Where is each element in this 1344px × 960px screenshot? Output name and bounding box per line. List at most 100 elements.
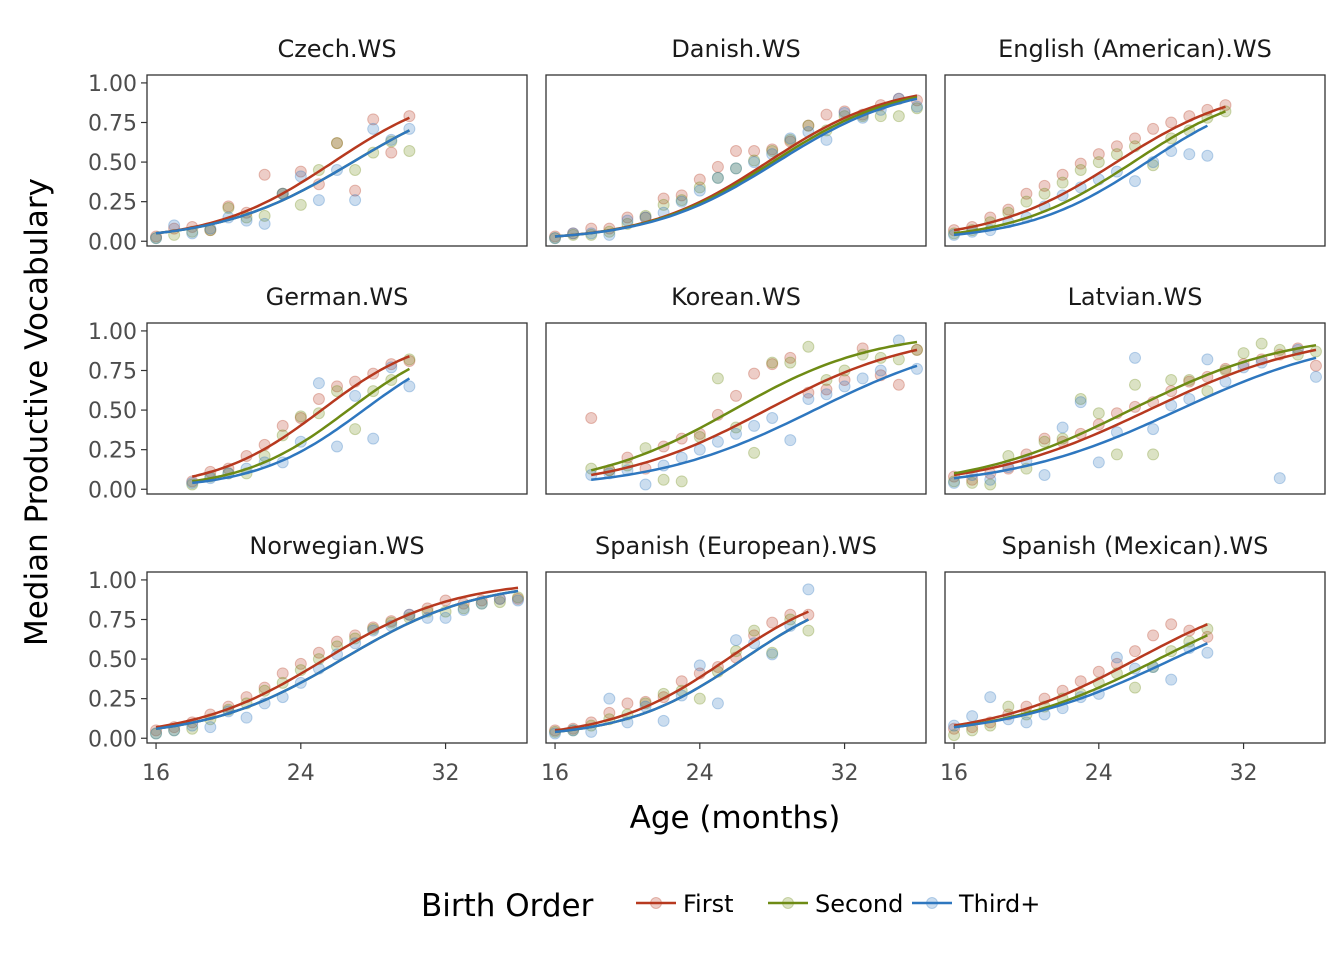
fit-line-first	[155, 116, 410, 235]
point-third	[1129, 351, 1141, 364]
fit-line-third	[155, 589, 519, 731]
fit-line-first	[590, 348, 918, 477]
legend-key-second: Second	[768, 890, 903, 918]
point-third	[312, 377, 325, 390]
panel-border	[545, 74, 927, 247]
point-second	[294, 198, 307, 211]
point-third	[1129, 175, 1141, 188]
point-first	[802, 608, 815, 621]
point-third	[730, 427, 742, 440]
point-third	[349, 389, 362, 402]
legend-keys: First Second Third+	[636, 890, 1040, 918]
fit-line-second	[953, 110, 1226, 235]
fit-line-third	[591, 364, 918, 482]
point-third	[403, 380, 416, 393]
point-first	[1165, 116, 1178, 129]
point-first	[511, 592, 524, 605]
point-first	[820, 383, 833, 396]
point-first	[1129, 645, 1141, 658]
x-tick-label: 16	[541, 761, 569, 786]
point-second	[403, 353, 416, 366]
legend-key-first: First	[636, 890, 734, 918]
legend-dot	[782, 897, 794, 909]
point-first	[820, 108, 833, 121]
point-third	[874, 364, 887, 377]
y-tick-label: 0.25	[88, 439, 137, 464]
point-second	[1110, 148, 1123, 161]
point-third	[621, 214, 634, 227]
point-third	[367, 432, 380, 445]
point-first	[1147, 122, 1160, 135]
point-third	[820, 388, 833, 401]
point-first	[331, 635, 343, 648]
fit-line-third	[192, 377, 411, 485]
point-second	[910, 102, 923, 115]
point-first	[331, 137, 343, 150]
point-second	[1002, 700, 1015, 713]
fit-line-first	[953, 105, 1226, 232]
point-second	[966, 476, 979, 489]
point-first	[276, 419, 289, 432]
point-first	[621, 211, 634, 224]
panel-title: Czech.WS	[277, 35, 396, 63]
point-first	[1092, 148, 1105, 161]
point-second	[766, 145, 779, 157]
panel-spanish-mexican-ws: Spanish (Mexican).WS 16 24 32	[940, 532, 1326, 786]
point-third	[784, 434, 797, 447]
point-second	[675, 475, 688, 488]
panel-danish-ws: Danish.WS	[545, 35, 927, 247]
point-third	[150, 232, 163, 245]
x-tick-label: 32	[1230, 761, 1258, 786]
point-third	[784, 132, 797, 145]
fit-line-first	[953, 623, 1208, 727]
panel-title: English (American).WS	[998, 35, 1272, 63]
point-third	[150, 727, 163, 740]
point-second	[349, 423, 362, 436]
point-third	[1147, 423, 1160, 436]
y-tick-label: 0.75	[88, 360, 137, 385]
panel-title: Norwegian.WS	[249, 532, 424, 560]
fit-line-third	[953, 124, 1208, 237]
fit-line-second	[155, 129, 410, 235]
point-second	[1129, 681, 1141, 694]
point-first	[222, 200, 235, 213]
point-first	[1110, 140, 1123, 153]
y-tick-label: 0.25	[88, 688, 137, 713]
point-third	[693, 659, 706, 672]
point-first	[1020, 187, 1033, 200]
panel-title: Spanish (Mexican).WS	[1002, 532, 1269, 560]
point-third	[693, 443, 706, 456]
point-second	[766, 646, 779, 659]
panel-czech-ws: Czech.WS 0.00 0.25 0.50 0.75 1.00	[88, 35, 528, 255]
point-first	[784, 351, 797, 364]
point-third	[439, 611, 452, 624]
point-second	[1129, 378, 1141, 391]
point-third	[766, 648, 779, 661]
point-second	[331, 137, 343, 150]
y-tick-label: 1.00	[88, 569, 137, 594]
point-second	[984, 478, 997, 491]
point-third	[549, 232, 562, 245]
point-third	[258, 217, 271, 230]
point-second	[748, 446, 761, 459]
point-third	[693, 184, 706, 197]
point-first	[838, 374, 851, 386]
x-tick-label: 32	[432, 761, 460, 786]
point-first	[748, 367, 761, 380]
point-third	[367, 122, 380, 135]
point-first	[1074, 157, 1087, 170]
panel-title: Danish.WS	[671, 35, 800, 63]
x-tick-label: 24	[1085, 761, 1113, 786]
panel-latvian-ws: Latvian.WS	[944, 283, 1326, 495]
panel-title: German.WS	[266, 283, 409, 311]
point-third	[331, 440, 343, 453]
point-first	[730, 145, 742, 157]
point-third	[1165, 673, 1178, 686]
point-second	[222, 202, 235, 214]
point-first	[331, 380, 343, 393]
point-second	[675, 194, 688, 207]
point-third	[457, 604, 470, 616]
point-second	[892, 110, 905, 123]
fit-line-second	[953, 343, 1317, 475]
